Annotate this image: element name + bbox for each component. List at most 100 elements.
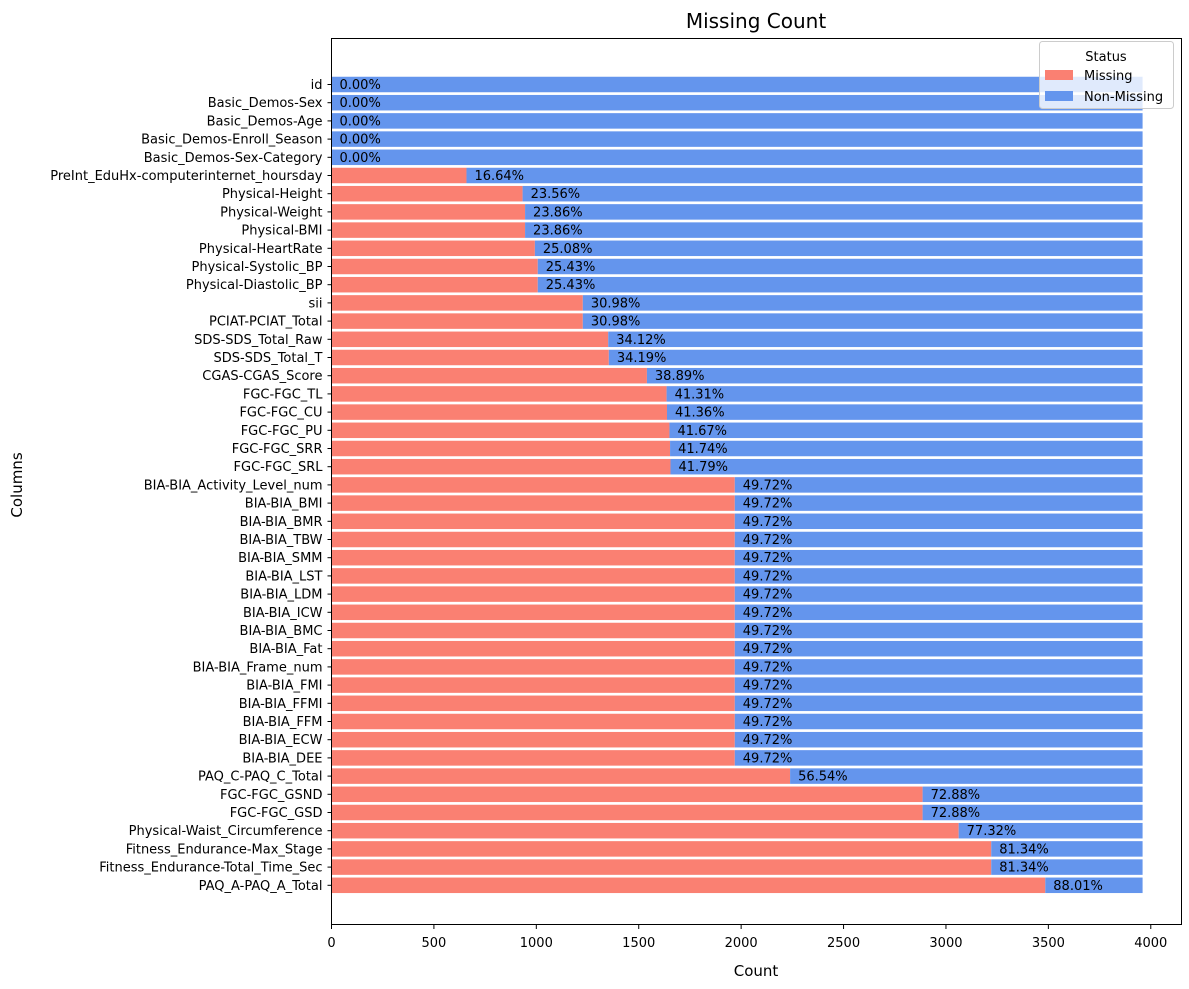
y-axis-title: Columns — [8, 452, 26, 517]
y-tick-label: PAQ_C-PAQ_C_Total — [198, 770, 323, 785]
bar-missing — [331, 750, 735, 766]
bar-missing — [331, 458, 671, 475]
bar-missing — [331, 713, 735, 730]
y-tick-label: Physical-Weight — [220, 205, 322, 220]
y-tick-label: BIA-BIA_BMC — [240, 624, 323, 639]
y-tick-label: PAQ_A-PAQ_A_Total — [199, 879, 323, 894]
y-tick-label: FGC-FGC_SRL — [234, 460, 324, 475]
y-tick-label: FGC-FGC_SRR — [232, 442, 323, 457]
data-label: 41.36% — [675, 406, 725, 421]
bar-non-missing — [331, 94, 1143, 111]
bar-missing — [331, 167, 467, 184]
bar-non-missing — [734, 586, 1143, 602]
y-tick-label: BIA-BIA_ECW — [239, 733, 323, 748]
data-label: 49.72% — [743, 733, 793, 748]
bar-missing — [331, 659, 735, 675]
bar-non-missing — [534, 240, 1143, 257]
bar-missing — [331, 822, 959, 839]
y-tick-label: Physical-Systolic_BP — [192, 260, 323, 275]
bar-missing — [331, 349, 609, 366]
bar-missing — [331, 331, 609, 348]
bar-missing — [331, 404, 667, 420]
data-label: 0.00% — [340, 151, 381, 166]
data-label: 0.00% — [340, 114, 381, 129]
bar-missing — [331, 586, 735, 602]
chart-title: Missing Count — [686, 9, 826, 33]
bar-non-missing — [608, 349, 1143, 366]
bar-missing — [331, 677, 735, 693]
y-tick-label: PCIAT-PCIAT_Total — [209, 315, 323, 330]
y-tick-label: CGAS-CGAS_Score — [202, 369, 322, 384]
bar-non-missing — [734, 568, 1143, 584]
bar-missing — [331, 495, 735, 511]
legend: Status Missing Non-Missing — [1039, 41, 1174, 109]
bar-non-missing — [734, 677, 1143, 693]
data-label: 49.72% — [743, 679, 793, 694]
data-label: 25.08% — [543, 242, 593, 257]
plot-frame — [331, 38, 1182, 925]
data-label: 56.54% — [798, 770, 848, 785]
bar-non-missing — [582, 295, 1143, 311]
bar-non-missing — [734, 531, 1143, 548]
data-label: 34.12% — [616, 333, 666, 348]
data-label: 49.72% — [743, 697, 793, 712]
y-tick-label: Physical-BMI — [241, 224, 322, 239]
y-tick-label: BIA-BIA_SMM — [238, 551, 322, 566]
bar-non-missing — [608, 331, 1143, 348]
bar-missing — [331, 549, 735, 566]
bar-missing — [331, 185, 523, 202]
bar-non-missing — [991, 841, 1143, 857]
bar-missing — [331, 477, 735, 493]
bar-non-missing — [734, 495, 1143, 511]
bar-missing — [331, 640, 735, 657]
bar-non-missing — [734, 549, 1143, 566]
data-label: 0.00% — [340, 96, 381, 111]
y-tick-label: Physical-Height — [222, 187, 323, 202]
bar-non-missing — [790, 768, 1143, 784]
data-label: 25.43% — [546, 260, 596, 275]
y-tick-label: PreInt_EduHx-computerinternet_hoursday — [50, 169, 323, 184]
x-tick-label: 500 — [421, 936, 446, 951]
bar-non-missing — [525, 222, 1143, 238]
bar-missing — [331, 531, 735, 548]
bar-non-missing — [734, 713, 1143, 730]
data-label: 49.72% — [743, 515, 793, 530]
y-tick-label: Fitness_Endurance-Max_Stage — [126, 842, 323, 857]
y-tick-label: BIA-BIA_TBW — [240, 533, 323, 548]
data-label: 41.74% — [678, 442, 728, 457]
y-tick-label: Physical-HeartRate — [199, 242, 323, 257]
bar-missing — [331, 786, 923, 803]
data-label: 34.19% — [617, 351, 667, 366]
y-tick-label: FGC-FGC_PU — [241, 424, 323, 439]
bar-missing — [331, 695, 735, 712]
y-tick-label: BIA-BIA_BMI — [245, 497, 323, 512]
y-tick-label: Basic_Demos-Age — [207, 114, 323, 129]
bar-missing — [331, 604, 735, 621]
data-label: 30.98% — [591, 315, 641, 330]
x-tick-label: 1000 — [520, 936, 553, 951]
data-label: 38.89% — [655, 369, 705, 384]
x-tick-label: 3500 — [1032, 936, 1065, 951]
bar-non-missing — [666, 404, 1143, 420]
bar-non-missing — [734, 659, 1143, 675]
x-tick-label: 4000 — [1134, 936, 1167, 951]
bar-non-missing — [582, 313, 1143, 329]
bar-missing — [331, 240, 535, 257]
bar-missing — [331, 768, 791, 784]
data-labels-layer: 0.00% 0.00% 0.00% 0.00% 0.00% 16.64% 23.56% 23.… — [340, 78, 1103, 894]
bar-missing — [331, 313, 583, 329]
y-tick-label: BIA-BIA_FFMI — [239, 697, 323, 712]
y-tick-label: BIA-BIA_LST — [245, 569, 322, 584]
data-label: 41.79% — [678, 460, 728, 475]
y-tick-label: FGC-FGC_GSD — [230, 806, 323, 821]
bar-missing — [331, 295, 583, 311]
data-label: 41.67% — [677, 424, 727, 439]
bar-missing — [331, 258, 538, 275]
data-label: 0.00% — [340, 78, 381, 93]
data-label: 49.72% — [743, 533, 793, 548]
y-tick-label: BIA-BIA_ICW — [243, 606, 323, 621]
bar-missing — [331, 513, 735, 530]
y-tick-label: FGC-FGC_CU — [239, 406, 322, 421]
data-label: 88.01% — [1053, 879, 1103, 894]
